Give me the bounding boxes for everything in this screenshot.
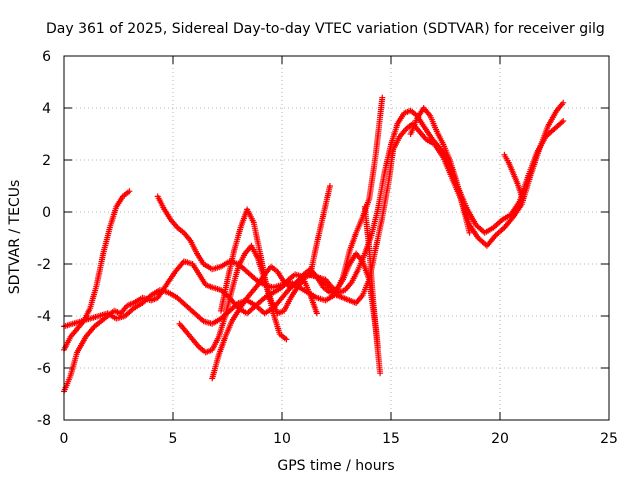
series-track-4 [154, 94, 386, 304]
chart-marks [61, 94, 567, 395]
series-track-10 [407, 105, 473, 236]
chart-grid [64, 56, 609, 420]
series-track-8 [307, 183, 333, 278]
y-tick-label: -2 [37, 257, 51, 273]
y-tick-label: -6 [37, 361, 51, 377]
data-point-markers [501, 151, 525, 200]
data-point-markers [61, 188, 133, 353]
y-tick-label: -8 [37, 413, 51, 429]
x-tick-label: 10 [273, 431, 291, 447]
data-point-markers [361, 203, 381, 351]
series-track-3 [61, 188, 133, 353]
y-tick-label: 4 [42, 101, 51, 117]
x-tick-label: 20 [491, 431, 509, 447]
axis-tick-labels: 0 5 10 15 20 25 -8 -6 -4 -2 0 2 4 6 [37, 49, 618, 447]
y-tick-label: -4 [37, 309, 51, 325]
y-axis-label: SDTVAR / TECUs [7, 180, 23, 295]
x-axis-label: GPS time / hours [277, 458, 394, 474]
x-tick-label: 25 [600, 431, 618, 447]
data-point-markers [218, 206, 290, 343]
x-tick-label: 5 [169, 431, 178, 447]
y-tick-label: 2 [42, 153, 51, 169]
data-point-markers [154, 94, 386, 304]
y-tick-label: 0 [42, 205, 51, 221]
chart-title: Day 361 of 2025, Sidereal Day-to-day VTE… [46, 21, 605, 37]
plot-frame [63, 55, 610, 421]
data-point-markers [307, 183, 333, 278]
axis-ticks [63, 55, 610, 421]
series-track-11 [501, 151, 525, 200]
x-tick-label: 0 [60, 431, 69, 447]
y-tick-label: 6 [42, 49, 51, 65]
data-point-markers [407, 105, 473, 236]
series-track-7 [218, 206, 290, 343]
x-tick-label: 15 [382, 431, 400, 447]
series-track-9 [361, 203, 381, 351]
